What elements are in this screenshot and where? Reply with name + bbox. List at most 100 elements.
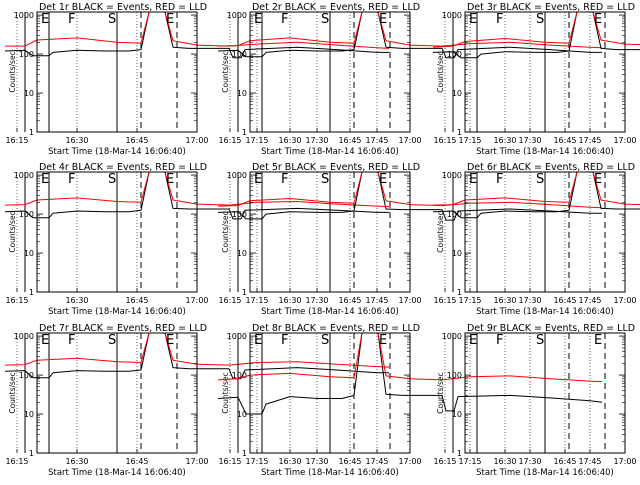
y-tick-label: 1000	[227, 171, 247, 180]
series-line-events	[217, 171, 602, 221]
y-axis-label: Counts/sec	[221, 51, 230, 92]
y-tick-label: 100	[447, 50, 462, 59]
flag-label: F	[496, 12, 503, 27]
series-line-lld	[217, 171, 603, 209]
x-tick-label: 17:15	[458, 296, 481, 305]
flag-label: E	[469, 333, 477, 348]
flag-label: E	[254, 172, 262, 187]
x-tick-label: 17:30	[305, 136, 328, 145]
panel-title: Det 7r BLACK = Events, RED = LLD	[39, 323, 207, 334]
y-tick-label: 100	[232, 371, 247, 380]
x-tick-label: 17:45	[578, 457, 601, 466]
x-tick-label: 16:15	[218, 457, 241, 466]
flag-label: E	[41, 333, 49, 348]
y-tick-label: 1000	[227, 11, 247, 20]
flag-label: E	[166, 333, 174, 348]
y-tick-label: 1000	[227, 332, 247, 341]
x-tick-label: 16:45	[338, 296, 361, 305]
plot-frame	[464, 171, 626, 293]
x-tick-label: 16:30	[493, 136, 516, 145]
x-axis-label: Start Time (18-Mar-14 16:06:40)	[476, 307, 614, 317]
series-line-lld	[5, 11, 390, 49]
x-tick-label: 16:15	[433, 457, 456, 466]
flag-label: F	[281, 12, 288, 27]
x-axis-label: Start Time (18-Mar-14 16:06:40)	[261, 307, 399, 317]
x-tick-label: 16:30	[278, 296, 301, 305]
y-tick-label: 1	[242, 288, 247, 297]
flag-label: S	[536, 333, 544, 348]
y-tick-label: 10	[237, 89, 247, 98]
y-tick-label: 100	[19, 210, 34, 219]
y-axis-label: Counts/sec	[221, 211, 230, 252]
flag-label: E	[254, 333, 262, 348]
series-line-lld	[217, 332, 603, 383]
x-tick-label: 16:30	[278, 457, 301, 466]
series-line-events	[432, 11, 640, 59]
y-tick-label: 1	[29, 288, 34, 297]
x-tick-label: 16:30	[278, 136, 301, 145]
y-tick-label: 100	[19, 371, 34, 380]
panel-title: Det 8r BLACK = Events, RED = LLD	[252, 323, 420, 334]
x-tick-label: 17:15	[245, 296, 268, 305]
y-tick-label: 100	[232, 50, 247, 59]
flag-label: S	[321, 172, 329, 187]
y-tick-label: 1000	[442, 11, 462, 20]
y-tick-label: 10	[24, 410, 34, 419]
x-tick-label: 17:15	[245, 136, 268, 145]
series-line-events	[217, 332, 603, 415]
series-line-events	[4, 171, 389, 220]
x-axis-label: Start Time (18-Mar-14 16:06:40)	[48, 307, 186, 317]
series-line-lld	[4, 332, 390, 368]
y-tick-label: 100	[447, 371, 462, 380]
y-tick-label: 1	[242, 128, 247, 137]
x-axis-label: Start Time (18-Mar-14 16:06:40)	[261, 468, 399, 478]
x-tick-label: 16:45	[553, 136, 576, 145]
y-tick-label: 100	[19, 50, 34, 59]
flag-label: E	[594, 12, 602, 27]
x-tick-label: 16:15	[5, 296, 28, 305]
x-tick-label: 16:30	[65, 457, 88, 466]
x-tick-label: 16:30	[493, 296, 516, 305]
flag-label: F	[68, 172, 75, 187]
flag-label: S	[108, 12, 116, 27]
flag-label: F	[68, 333, 75, 348]
plot-frame	[249, 171, 411, 293]
y-tick-label: 1000	[442, 171, 462, 180]
x-tick-label: 17:30	[518, 457, 541, 466]
flag-label: F	[68, 12, 75, 27]
series-line-events	[4, 332, 389, 380]
x-tick-label: 17:15	[245, 457, 268, 466]
y-axis-label: Counts/sec	[8, 372, 17, 413]
flag-label: F	[281, 333, 288, 348]
x-axis-label: Start Time (18-Mar-14 16:06:40)	[48, 147, 186, 157]
flag-label: E	[166, 12, 174, 27]
panel-4: Det 4r BLACK = Events, RED = LLD Counts/s…	[4, 162, 390, 317]
x-tick-label: 16:15	[433, 296, 456, 305]
panel-1: Det 1r BLACK = Events, RED = LLD Counts/s…	[4, 2, 390, 157]
x-tick-label: 16:45	[338, 136, 361, 145]
y-tick-label: 10	[237, 410, 247, 419]
y-axis-label: Counts/sec	[221, 372, 230, 413]
y-tick-label: 1000	[442, 332, 462, 341]
flag-label: E	[379, 172, 387, 187]
flag-label: F	[496, 333, 503, 348]
x-tick-label: 16:15	[218, 136, 241, 145]
series-line-lld	[217, 11, 603, 49]
y-tick-label: 1000	[14, 332, 34, 341]
y-tick-label: 1	[457, 449, 462, 458]
x-tick-label: 17:45	[365, 457, 388, 466]
panel-6: Det 6r BLACK = Events, RED = LLD Counts/s…	[432, 162, 640, 317]
y-tick-label: 1	[29, 128, 34, 137]
y-axis-label: Counts/sec	[436, 211, 445, 252]
y-tick-label: 1000	[14, 171, 34, 180]
x-tick-label: 16:15	[5, 457, 28, 466]
flag-label: S	[321, 333, 329, 348]
x-tick-label: 16:45	[553, 296, 576, 305]
y-tick-label: 100	[232, 210, 247, 219]
y-tick-label: 100	[447, 210, 462, 219]
panel-7: Det 7r BLACK = Events, RED = LLD Counts/s…	[4, 323, 390, 478]
x-tick-label: 17:00	[398, 296, 421, 305]
panel-title: Det 5r BLACK = Events, RED = LLD	[252, 162, 420, 173]
